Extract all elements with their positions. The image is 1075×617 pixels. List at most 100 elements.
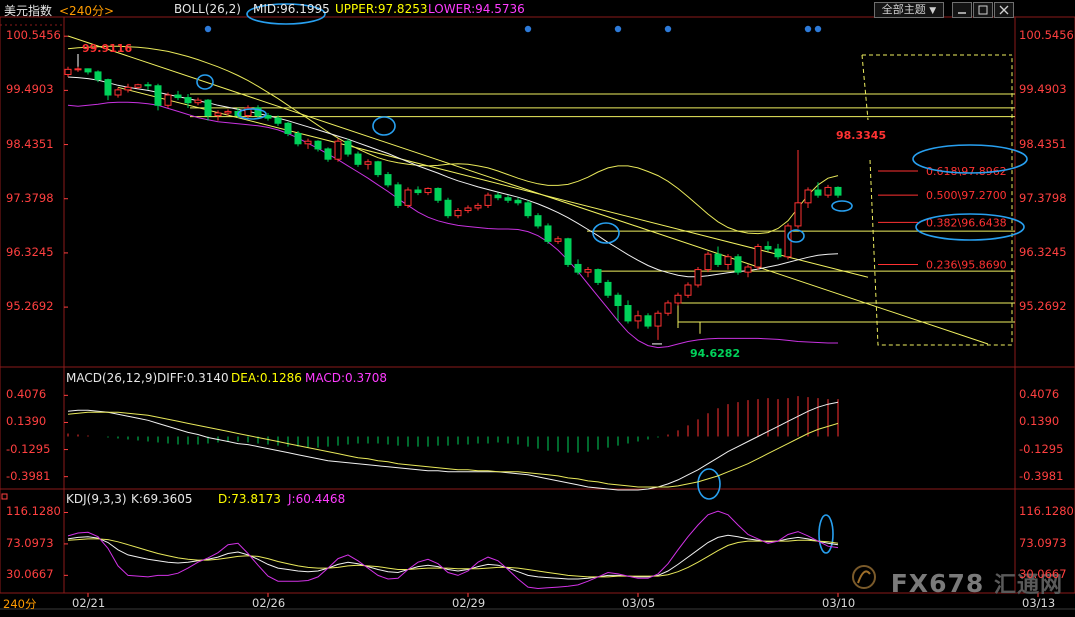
- x-tick-label: 03/13: [1022, 596, 1056, 610]
- kdj-j-value: J:60.4468: [288, 492, 346, 506]
- candle-body: [414, 189, 422, 194]
- candle-body: [784, 225, 792, 258]
- candle-body: [494, 194, 502, 199]
- highlight-ellipse: [787, 229, 805, 243]
- candle-body: [484, 194, 492, 206]
- minimize-icon-glyph: [958, 12, 966, 14]
- candle-body: [824, 186, 832, 196]
- symbol-title: 美元指数: [4, 4, 53, 18]
- event-dot: [664, 25, 672, 33]
- main-y-tick-label-right: 99.4903: [1019, 82, 1067, 97]
- candle-body: [794, 202, 802, 227]
- watermark-logo-icon: [852, 565, 876, 589]
- highlight-ellipse: [818, 514, 834, 554]
- candle-body: [424, 187, 432, 194]
- restore-icon[interactable]: [973, 2, 993, 18]
- trend-line: [67, 35, 989, 345]
- candle-body: [184, 97, 192, 104]
- candle-body: [744, 266, 752, 273]
- candle-body: [714, 253, 722, 265]
- candle-body: [654, 312, 662, 327]
- macd-title: MACD(26,12,9): [66, 371, 158, 385]
- candle-body: [384, 174, 392, 186]
- candle-body: [464, 207, 472, 212]
- main-y-tick-label-right: 96.3245: [1019, 244, 1067, 259]
- main-y-tick-label-left: 99.4903: [6, 82, 54, 97]
- kdj-j-line: [67, 510, 839, 590]
- candle-body: [584, 269, 592, 273]
- candle-body: [724, 256, 732, 265]
- main-y-tick-label-right: 98.4351: [1019, 136, 1067, 151]
- x-tick-label: 02/29: [452, 596, 486, 610]
- macd-y-tick-label-right: -0.1295: [1019, 441, 1064, 456]
- boll-upper-line: [67, 45, 839, 235]
- candle-body: [734, 256, 742, 273]
- projection-box: [861, 54, 1013, 346]
- candle-body: [664, 302, 672, 314]
- event-dot: [524, 25, 532, 33]
- candle-body: [614, 294, 622, 307]
- candle-body: [804, 189, 812, 204]
- candle-body: [64, 68, 72, 75]
- candle-body: [284, 122, 292, 135]
- boll-lower-value: LOWER:94.5736: [428, 2, 525, 16]
- macd-y-tick-label-right: 0.1390: [1019, 414, 1060, 429]
- candle-body: [534, 215, 542, 227]
- event-dot: [814, 25, 822, 33]
- candle-body: [244, 107, 252, 117]
- macd-diff-value: DIFF:0.3140: [157, 371, 229, 385]
- macd-y-tick-label-right: -0.3981: [1019, 468, 1064, 483]
- candle-body: [334, 140, 342, 160]
- candle-body: [204, 99, 212, 117]
- main-y-tick-label-left: 95.2692: [6, 299, 54, 314]
- kdj-d-value: D:73.8173: [218, 492, 281, 506]
- chevron-down-icon: ▼: [929, 6, 937, 16]
- candle-body: [94, 71, 102, 81]
- main-y-tick-label-left: 96.3245: [6, 244, 54, 259]
- period-label[interactable]: <240分>: [59, 4, 115, 18]
- spike-price-label: 98.3345: [836, 129, 886, 142]
- candle-body: [444, 199, 452, 217]
- x-tick-label: 02/21: [72, 596, 106, 610]
- highlight-ellipse: [915, 213, 1025, 241]
- candle-body: [644, 315, 652, 327]
- restore-icon-glyph: [978, 5, 988, 15]
- candle-body: [134, 84, 142, 88]
- x-tick-label: 03/05: [622, 596, 656, 610]
- theme-button-label: 全部主题: [881, 3, 926, 16]
- boll-label: BOLL(26,2): [174, 2, 241, 16]
- main-y-tick-label-left: 97.3798: [6, 190, 54, 205]
- main-y-tick-label-left: 100.5456: [6, 28, 61, 43]
- candle-body: [274, 117, 282, 124]
- close-icon-glyph: [999, 5, 1009, 15]
- candle-body: [564, 238, 572, 265]
- watermark-logo-icon: [857, 570, 871, 584]
- watermark-logo-text: FX678: [890, 569, 985, 598]
- low-price-label: 94.6282: [690, 347, 740, 360]
- macd-y-tick-label-left: 0.4076: [6, 387, 47, 402]
- theme-button[interactable]: 全部主题 ▼: [874, 2, 944, 18]
- period-tab[interactable]: 240分: [3, 597, 37, 611]
- candle-body: [574, 263, 582, 273]
- candle-body: [754, 245, 762, 268]
- candle-body: [704, 253, 712, 271]
- candle-body: [344, 140, 352, 155]
- close-icon[interactable]: [994, 2, 1014, 18]
- candle-body: [814, 189, 822, 196]
- candle-body: [174, 94, 182, 99]
- candle-body: [104, 79, 112, 96]
- highlight-ellipse: [697, 468, 721, 500]
- highlight-ellipse: [246, 3, 326, 25]
- fib-level-label: 0.618\97.8962: [926, 165, 1007, 178]
- candle-body: [434, 187, 442, 201]
- fib-level-label: 0.500\97.2700: [926, 189, 1007, 202]
- candle-body: [474, 204, 482, 209]
- candle-body: [84, 68, 92, 73]
- kdj-k-line: [67, 534, 839, 580]
- macd-y-tick-label-right: 0.4076: [1019, 387, 1060, 402]
- candle-body: [324, 148, 332, 160]
- event-dot: [204, 25, 212, 33]
- minimize-icon[interactable]: [952, 2, 972, 18]
- pane-marker-icon: [1, 493, 8, 500]
